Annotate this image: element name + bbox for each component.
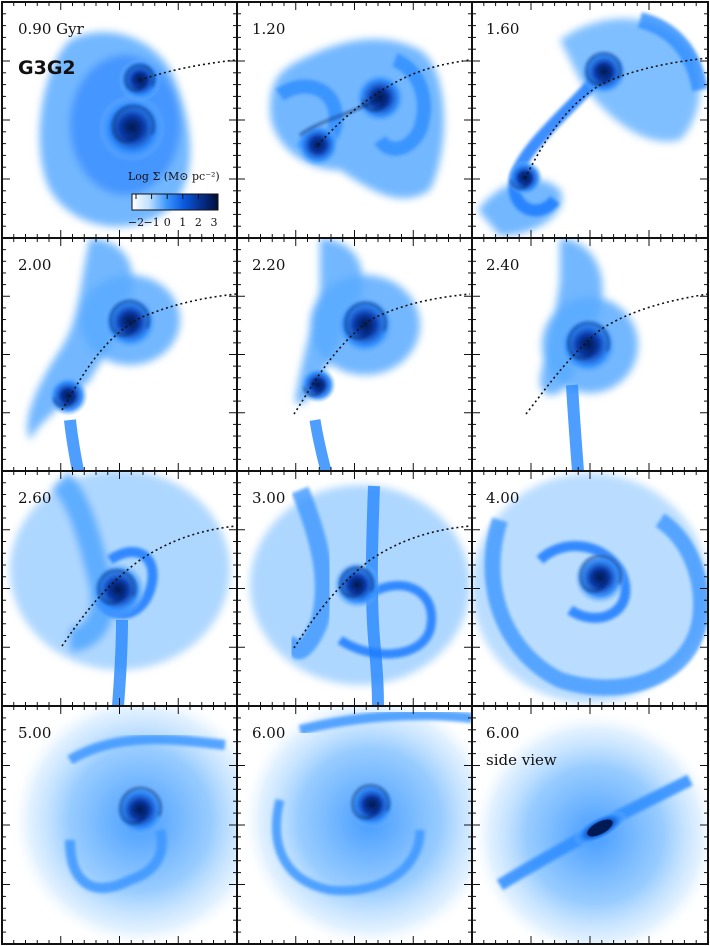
panel-label-0-90: 0.90 Gyr bbox=[18, 20, 85, 38]
panel-label-1-20: 1.20 bbox=[252, 20, 285, 38]
panel-label-1-60: 1.60 bbox=[486, 20, 519, 38]
panel-4-00 bbox=[472, 473, 708, 703]
panel-2-60 bbox=[10, 471, 237, 706]
colorbar-ticks: −2 −1 0 1 2 3 bbox=[128, 194, 218, 229]
panel-6-00 bbox=[240, 706, 472, 944]
colorbar-tick-label: 0 bbox=[164, 216, 171, 229]
panel-label-6-00-side: 6.00 bbox=[486, 724, 519, 742]
colorbar-gradient bbox=[131, 193, 219, 211]
panel-label-2-40: 2.40 bbox=[486, 256, 519, 274]
panel-label-2-20: 2.20 bbox=[252, 256, 285, 274]
panel-label-2-60: 2.60 bbox=[18, 489, 51, 507]
panel-1-60 bbox=[478, 12, 708, 236]
colorbar-tick-label: 2 bbox=[195, 216, 202, 229]
panel-sublabel-side-view: side view bbox=[486, 751, 557, 769]
panel-label-2-00: 2.00 bbox=[18, 256, 51, 274]
panel-2-00 bbox=[27, 238, 237, 471]
panel-6-00-side-view bbox=[472, 710, 708, 944]
colorbar-title: Log Σ (M⊙ pc⁻²) bbox=[128, 170, 220, 183]
colorbar-tick-label: 3 bbox=[211, 216, 218, 229]
panel-labels: 0.90 Gyr G3G2 1.20 1.60 2.00 2.20 2.40 2… bbox=[18, 20, 557, 769]
colorbar-tick-label: −2 bbox=[128, 216, 144, 229]
colorbar: Log Σ (M⊙ pc⁻²) −2 −1 0 1 2 3 bbox=[128, 170, 220, 229]
colorbar-tick-label: 1 bbox=[179, 216, 186, 229]
panel-5-00 bbox=[10, 706, 237, 944]
panel-2-20 bbox=[293, 238, 471, 471]
panel-label-6-00: 6.00 bbox=[252, 724, 285, 742]
colorbar-tick-label: −1 bbox=[143, 216, 159, 229]
panel-label-4-00: 4.00 bbox=[486, 489, 519, 507]
panel-3-00 bbox=[250, 485, 471, 706]
simulation-label: G3G2 bbox=[18, 57, 76, 79]
panel-2-40 bbox=[525, 238, 708, 471]
panel-1-20 bbox=[270, 39, 471, 199]
panel-label-3-00: 3.00 bbox=[252, 489, 285, 507]
panel-0-90 bbox=[39, 32, 237, 227]
panel-label-5-00: 5.00 bbox=[18, 724, 51, 742]
